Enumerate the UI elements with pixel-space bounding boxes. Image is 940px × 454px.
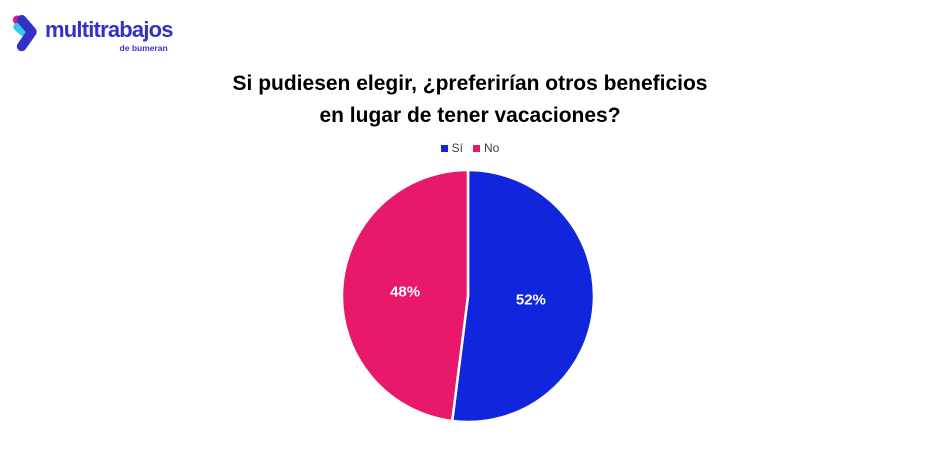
pie-chart-area: 52% 48% <box>340 168 596 424</box>
pie-slice-no <box>340 168 470 423</box>
chart-title: Si pudiesen elegir, ¿preferirían otros b… <box>0 68 940 132</box>
pie-chart: 52% 48% <box>340 168 596 424</box>
multitrabajos-logo: multitrabajos de bumeran <box>12 12 174 54</box>
legend-label-no: No <box>484 141 500 155</box>
logo-chevron-blue-stroke <box>16 15 37 52</box>
pie-value-label-no: 48% <box>390 284 420 301</box>
boomerang-chevron-icon <box>12 15 37 52</box>
chart-legend: Sí No <box>0 141 940 155</box>
chart-title-line2: en lugar de tener vacaciones? <box>319 104 621 127</box>
legend-item-no: No <box>473 141 499 155</box>
logo-subtext: de bumeran <box>119 42 168 53</box>
legend-item-si: Sí <box>440 141 463 155</box>
legend-swatch-si <box>440 144 448 152</box>
logo-text: multitrabajos de bumeran <box>45 12 174 53</box>
legend-swatch-no <box>473 144 480 152</box>
chart-title-line1: Si pudiesen elegir, ¿preferirían otros b… <box>232 72 708 95</box>
legend-label-si: Sí <box>451 141 463 155</box>
pie-value-label-si: 52% <box>516 292 546 309</box>
pie-slice-si <box>450 168 596 424</box>
logo-chevron-cyan-stroke <box>13 22 28 37</box>
logo-wordmark: multitrabajos <box>45 17 174 42</box>
